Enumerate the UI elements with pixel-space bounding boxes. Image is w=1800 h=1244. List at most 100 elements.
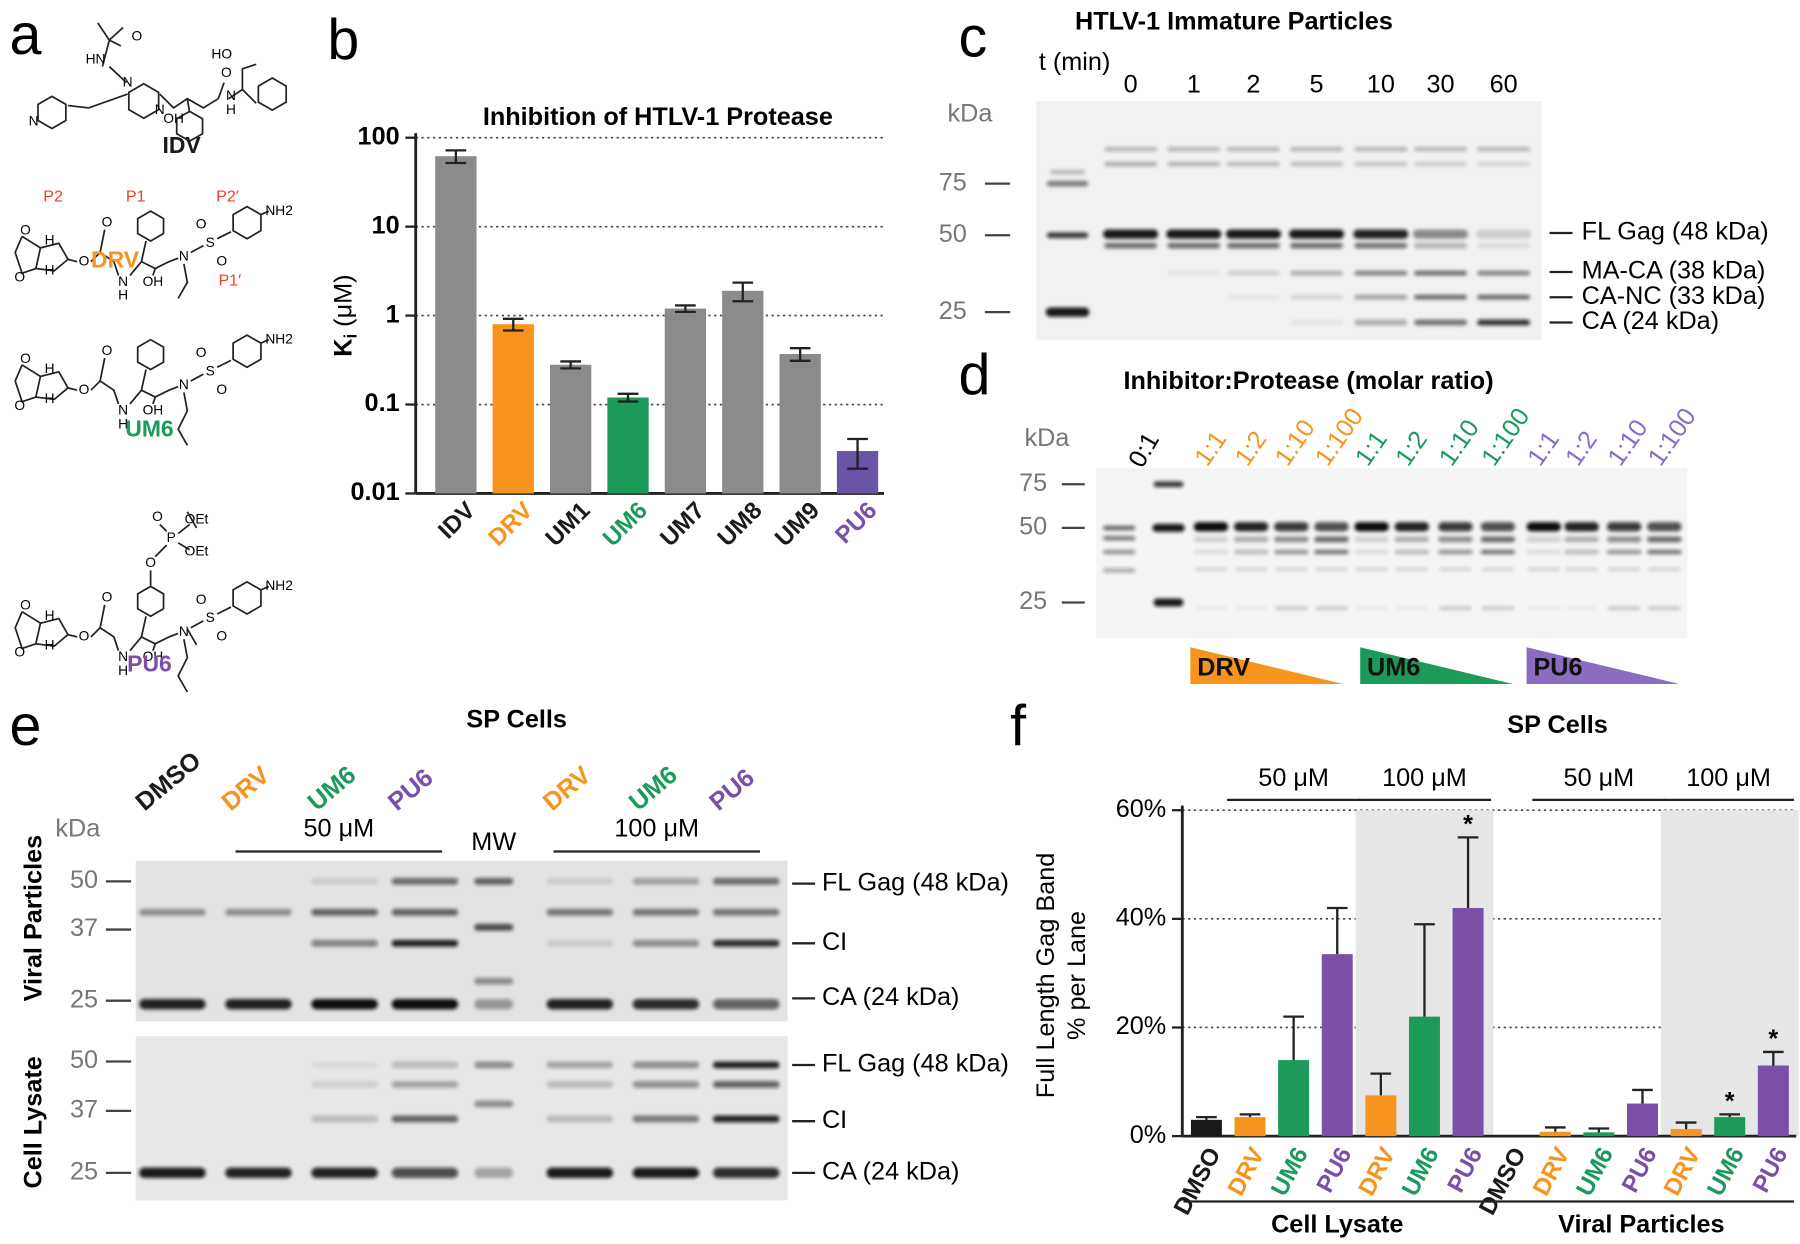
atom-label: N <box>118 649 128 664</box>
gel-band <box>1527 606 1560 610</box>
panel-label: e <box>9 694 41 758</box>
panel-label: b <box>327 8 359 72</box>
gel-band <box>1564 522 1599 532</box>
gel-band <box>391 998 459 1010</box>
gel-band <box>1477 294 1531 300</box>
group-label: 100 μM <box>1382 764 1467 792</box>
y-tick-label: 1 <box>386 300 400 328</box>
gel-band <box>1647 536 1682 543</box>
gel-band <box>1412 229 1469 239</box>
atom-label: OH <box>143 402 164 417</box>
atom-label: S <box>206 363 215 378</box>
atom-label: O <box>102 590 113 605</box>
gel-band <box>1235 567 1268 571</box>
atom-label: N <box>123 74 133 89</box>
error-bar <box>502 317 524 332</box>
gel-band <box>1477 242 1531 249</box>
gel-band <box>632 908 700 916</box>
y-tick-label: 100 <box>358 122 400 150</box>
lane-label: MW <box>471 828 516 856</box>
bar <box>1627 1103 1658 1137</box>
atom-label: O <box>221 65 232 80</box>
gel-band <box>1274 522 1309 532</box>
gel-band <box>1354 242 1408 249</box>
gel-band <box>1227 270 1280 276</box>
y-label-line: Full Length Gag Band <box>1032 853 1060 1099</box>
marker-label: 25 <box>939 297 967 325</box>
gel-band <box>474 1167 514 1179</box>
gel-band <box>712 998 780 1010</box>
error-bar <box>1719 1113 1741 1118</box>
gel-band <box>1233 549 1269 555</box>
atom-label: N <box>179 377 189 392</box>
bond <box>241 63 257 90</box>
gel-band <box>1565 567 1598 571</box>
gel-band <box>474 923 514 931</box>
bond <box>177 392 189 446</box>
site-label: P2′ <box>216 188 239 206</box>
gel-band <box>1194 606 1228 610</box>
gel-band <box>311 1115 378 1123</box>
gel-band <box>632 939 700 947</box>
gel-band <box>311 908 378 916</box>
y-axis-label: Full Length Gag Band% per Lane <box>1032 853 1091 1099</box>
error-bar <box>847 437 868 470</box>
gel-band <box>1526 549 1562 555</box>
gel-band <box>1314 536 1349 543</box>
atom-label: O <box>145 555 156 570</box>
lane-label: 0 <box>1124 71 1138 99</box>
atom-label: OH <box>163 111 184 126</box>
gel-band <box>1648 606 1681 610</box>
atom-label: O <box>79 253 90 268</box>
atom-label: O <box>102 214 113 229</box>
gel-band <box>1104 242 1158 249</box>
gel-band <box>474 977 514 985</box>
atom-label: O <box>14 269 25 284</box>
gel-band <box>1050 169 1085 175</box>
gel-band <box>1480 522 1516 532</box>
marker-label: 50 <box>1019 513 1047 541</box>
bond <box>216 606 232 615</box>
gel-band <box>1527 567 1560 571</box>
lane-label: 30 <box>1426 71 1454 99</box>
bond <box>99 604 106 628</box>
gel-band <box>1395 567 1428 571</box>
gel-band <box>1354 270 1408 276</box>
gel-band <box>1227 146 1280 152</box>
bond <box>108 39 122 47</box>
gel-band <box>474 998 514 1010</box>
gel-band <box>311 1081 378 1088</box>
band-label: CI <box>822 1106 847 1134</box>
atom-label: O <box>20 351 31 366</box>
gel-band <box>1439 567 1472 571</box>
compound-name: IDV <box>162 132 201 158</box>
bar <box>1234 1117 1266 1137</box>
atom-label: H <box>118 416 128 431</box>
group-label: 100 μM <box>614 814 699 842</box>
gel-band <box>632 998 700 1010</box>
compound-name: PU6 <box>127 651 172 677</box>
lane-label: 1 <box>1187 71 1201 99</box>
gel-band <box>1414 294 1467 300</box>
bond <box>190 244 204 254</box>
band-label: MA-CA (38 kDa) <box>1582 257 1766 285</box>
gel-band <box>1103 549 1136 555</box>
gel-band <box>391 939 459 947</box>
atom-label: O <box>14 398 25 413</box>
atom-label: N <box>179 624 189 639</box>
error-bar <box>1457 836 1479 908</box>
marker-label: 75 <box>1019 469 1047 497</box>
gel-band <box>1227 161 1280 167</box>
bond <box>108 65 128 84</box>
atom-label: N <box>29 113 39 128</box>
gel-band <box>546 908 614 916</box>
gel-band <box>225 998 292 1010</box>
bond <box>216 359 232 369</box>
gel-band <box>1526 522 1562 532</box>
gel-band <box>1103 535 1136 541</box>
gel-band <box>632 1167 700 1179</box>
bond <box>216 231 232 240</box>
gel-band <box>391 1115 459 1123</box>
band-label: CA-NC (33 kDa) <box>1582 282 1766 310</box>
gel-band <box>712 1061 780 1069</box>
